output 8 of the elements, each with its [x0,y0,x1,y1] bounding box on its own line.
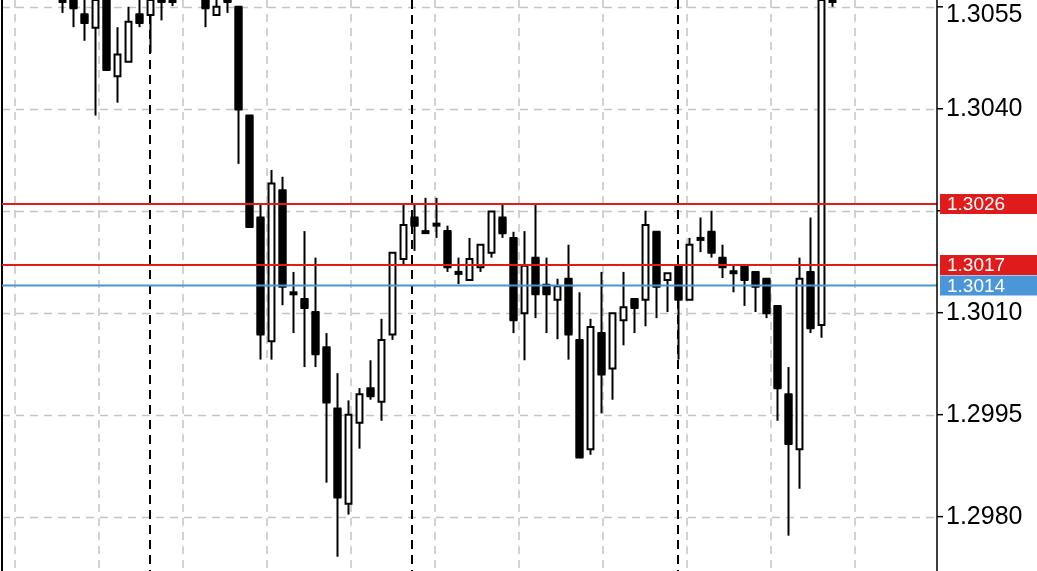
ref-line-label: 1.3014 [947,274,1006,296]
ref-line-label: 1.3026 [947,193,1006,215]
y-tick-label: 1.3055 [946,0,1023,27]
y-tick-label: 1.3010 [946,296,1023,325]
y-tick-label: 1.3040 [946,92,1023,121]
y-tick-label: 1.2995 [946,398,1023,427]
y-tick-label: 1.2980 [946,500,1023,529]
ref-line-label: 1.3017 [947,254,1006,276]
